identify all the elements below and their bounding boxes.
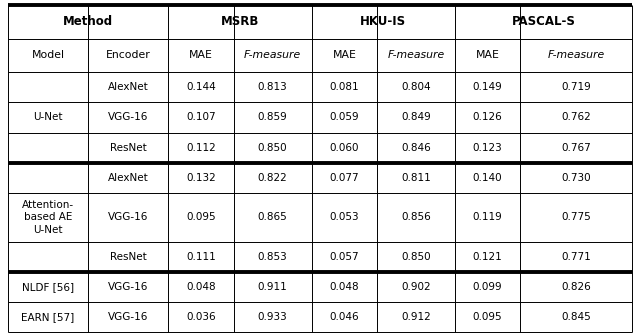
- Text: 0.767: 0.767: [561, 143, 591, 153]
- Text: 0.107: 0.107: [186, 113, 216, 123]
- Text: 0.813: 0.813: [258, 82, 287, 92]
- Text: 0.112: 0.112: [186, 143, 216, 153]
- Text: 0.849: 0.849: [401, 113, 431, 123]
- Text: 0.036: 0.036: [186, 312, 216, 322]
- Text: 0.132: 0.132: [186, 173, 216, 183]
- Text: VGG-16: VGG-16: [108, 212, 148, 222]
- Text: 0.804: 0.804: [401, 82, 431, 92]
- Text: 0.140: 0.140: [473, 173, 502, 183]
- Text: 0.057: 0.057: [330, 252, 359, 262]
- Text: MAE: MAE: [332, 50, 356, 60]
- Text: 0.865: 0.865: [258, 212, 287, 222]
- Text: 0.048: 0.048: [330, 282, 359, 292]
- Text: 0.850: 0.850: [401, 252, 431, 262]
- Text: 0.053: 0.053: [330, 212, 359, 222]
- Text: 0.719: 0.719: [561, 82, 591, 92]
- Text: 0.060: 0.060: [330, 143, 359, 153]
- Text: 0.077: 0.077: [330, 173, 359, 183]
- Text: Attention-
based AE
U-Net: Attention- based AE U-Net: [22, 200, 74, 235]
- Text: 0.933: 0.933: [258, 312, 287, 322]
- Text: 0.850: 0.850: [258, 143, 287, 153]
- Text: 0.144: 0.144: [186, 82, 216, 92]
- Text: VGG-16: VGG-16: [108, 312, 148, 322]
- Text: 0.859: 0.859: [258, 113, 287, 123]
- Text: 0.081: 0.081: [330, 82, 359, 92]
- Text: MAE: MAE: [476, 50, 500, 60]
- Text: F-measure: F-measure: [548, 50, 605, 60]
- Text: 0.119: 0.119: [473, 212, 502, 222]
- Text: 0.856: 0.856: [401, 212, 431, 222]
- Text: AlexNet: AlexNet: [108, 82, 148, 92]
- Text: 0.121: 0.121: [473, 252, 502, 262]
- Text: VGG-16: VGG-16: [108, 113, 148, 123]
- Text: 0.762: 0.762: [561, 113, 591, 123]
- Text: NLDF [56]: NLDF [56]: [22, 282, 74, 292]
- Text: 0.771: 0.771: [561, 252, 591, 262]
- Text: 0.095: 0.095: [473, 312, 502, 322]
- Text: 0.046: 0.046: [330, 312, 359, 322]
- Text: 0.911: 0.911: [258, 282, 287, 292]
- Text: MAE: MAE: [189, 50, 213, 60]
- Text: 0.048: 0.048: [186, 282, 216, 292]
- Text: HKU-IS: HKU-IS: [360, 15, 406, 28]
- Text: Encoder: Encoder: [106, 50, 150, 60]
- Text: 0.845: 0.845: [561, 312, 591, 322]
- Text: 0.826: 0.826: [561, 282, 591, 292]
- Text: 0.099: 0.099: [473, 282, 502, 292]
- Text: VGG-16: VGG-16: [108, 282, 148, 292]
- Text: 0.730: 0.730: [561, 173, 591, 183]
- Text: ResNet: ResNet: [110, 143, 147, 153]
- Text: 0.059: 0.059: [330, 113, 359, 123]
- Text: MSRB: MSRB: [221, 15, 259, 28]
- Text: 0.811: 0.811: [401, 173, 431, 183]
- Text: F-measure: F-measure: [387, 50, 445, 60]
- Text: 0.126: 0.126: [473, 113, 502, 123]
- Text: 0.123: 0.123: [473, 143, 502, 153]
- Text: 0.853: 0.853: [258, 252, 287, 262]
- Text: AlexNet: AlexNet: [108, 173, 148, 183]
- Text: 0.846: 0.846: [401, 143, 431, 153]
- Text: EARN [57]: EARN [57]: [21, 312, 75, 322]
- Text: Method: Method: [63, 15, 113, 28]
- Text: 0.902: 0.902: [401, 282, 431, 292]
- Text: 0.111: 0.111: [186, 252, 216, 262]
- Text: U-Net: U-Net: [33, 113, 63, 123]
- Text: Model: Model: [31, 50, 65, 60]
- Text: 0.912: 0.912: [401, 312, 431, 322]
- Text: PASCAL-S: PASCAL-S: [512, 15, 575, 28]
- Text: 0.775: 0.775: [561, 212, 591, 222]
- Text: 0.822: 0.822: [258, 173, 287, 183]
- Text: ResNet: ResNet: [110, 252, 147, 262]
- Text: 0.095: 0.095: [186, 212, 216, 222]
- Text: 0.149: 0.149: [473, 82, 502, 92]
- Text: F-measure: F-measure: [244, 50, 301, 60]
